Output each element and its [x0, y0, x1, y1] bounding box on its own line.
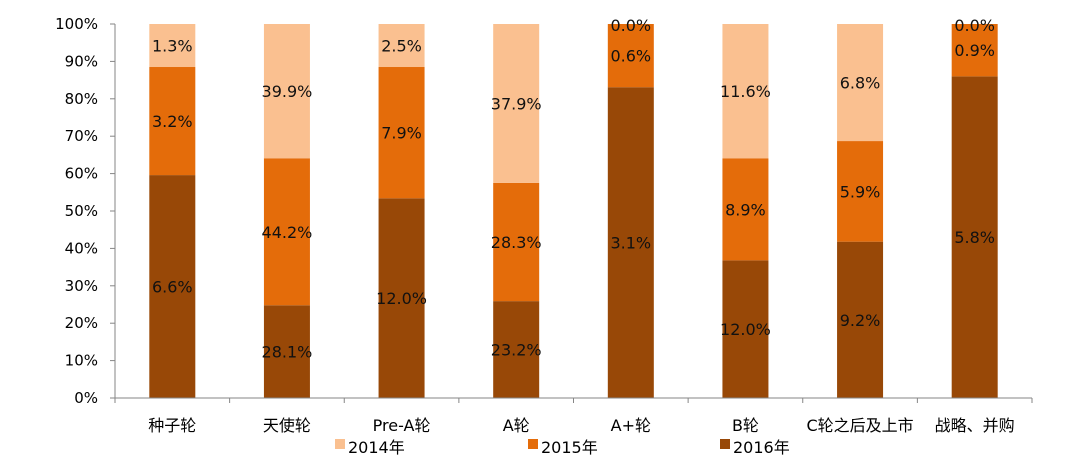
legend: 2014年 2015年 2016年 [335, 438, 790, 457]
data-label: 2.5% [381, 37, 422, 56]
bar-segment [263, 24, 310, 159]
data-label: 9.2% [840, 311, 881, 330]
bar-segment [263, 158, 310, 306]
y-tick-label: 40% [65, 239, 98, 257]
category-label: 种子轮 [148, 416, 196, 435]
y-tick-label: 80% [65, 90, 98, 108]
category-label: Pre-A轮 [373, 416, 431, 435]
data-label: 11.6% [720, 82, 771, 101]
category-label: A轮 [503, 416, 530, 435]
x-axis: 种子轮 天使轮 Pre-A轮 A轮 A+轮 B轮 C轮之后及上市 战略、并购 [114, 397, 1033, 435]
bar-segment [837, 24, 884, 142]
bar-segment [149, 67, 196, 176]
data-label: 3.2% [152, 112, 193, 131]
bar-segment [722, 24, 769, 159]
y-tick-label: 60% [65, 165, 98, 183]
y-axis: 0% 10% 20% 30% 40% 50% 60% 70% 80% 90% 100% [55, 15, 116, 407]
data-label: 12.0% [376, 289, 427, 308]
legend-swatch [528, 439, 538, 449]
data-labels: 6.6% 3.2% 1.3% 28.1% 44.2% 39.9% 12.0% 7.9% 2.5%… [152, 16, 995, 362]
data-label: 0.6% [610, 47, 651, 66]
legend-label: 2015年 [541, 438, 598, 457]
data-label: 28.3% [491, 233, 542, 252]
bar-segment [493, 301, 540, 398]
data-label: 8.9% [725, 200, 766, 219]
category-label: C轮之后及上市 [806, 416, 913, 435]
data-label: 6.6% [152, 278, 193, 297]
category-label: B轮 [732, 416, 759, 435]
y-tick-label: 20% [65, 314, 98, 332]
bar-segment [837, 241, 884, 398]
data-label: 3.1% [610, 234, 651, 253]
bar-segment [837, 141, 884, 242]
y-tick-label: 0% [74, 389, 98, 407]
data-label: 37.9% [491, 94, 542, 113]
bar-segment [607, 24, 654, 88]
bar-segment [149, 175, 196, 398]
bar-segment [378, 24, 425, 68]
data-label: 1.3% [152, 37, 193, 56]
legend-label: 2014年 [348, 438, 405, 457]
y-tick-label: 100% [55, 15, 98, 33]
bar-segment [951, 24, 998, 77]
bar-segment [493, 182, 540, 302]
legend-swatch [720, 439, 730, 449]
bar-segment [607, 87, 654, 399]
y-tick-label: 90% [65, 52, 98, 70]
data-label: 0.0% [610, 16, 651, 35]
bar-segment [378, 67, 425, 199]
category-label: 天使轮 [263, 416, 311, 435]
category-label: 战略、并购 [935, 416, 1015, 435]
data-label: 0.9% [954, 41, 995, 60]
data-label: 5.9% [840, 182, 881, 201]
data-label: 6.8% [840, 74, 881, 93]
bars [149, 24, 998, 399]
y-tick-label: 10% [65, 352, 98, 370]
data-label: 7.9% [381, 124, 422, 143]
legend-swatch [335, 439, 345, 449]
data-label: 28.1% [262, 343, 313, 362]
data-label: 12.0% [720, 320, 771, 339]
category-label: A+轮 [611, 416, 651, 435]
data-label: 44.2% [262, 223, 313, 242]
y-tick-label: 30% [65, 277, 98, 295]
bar-segment [951, 76, 998, 399]
y-tick-label: 50% [65, 202, 98, 220]
bar-segment [263, 305, 310, 398]
bar-segment [722, 158, 769, 261]
data-label: 39.9% [262, 82, 313, 101]
bar-segment [378, 198, 425, 398]
data-label: 0.0% [954, 16, 995, 35]
bar-segment [722, 260, 769, 398]
y-tick-label: 70% [65, 127, 98, 145]
bar-segment [149, 24, 196, 68]
data-label: 23.2% [491, 341, 542, 360]
legend-label: 2016年 [733, 438, 790, 457]
data-label: 5.8% [954, 228, 995, 247]
bar-segment [493, 24, 540, 183]
